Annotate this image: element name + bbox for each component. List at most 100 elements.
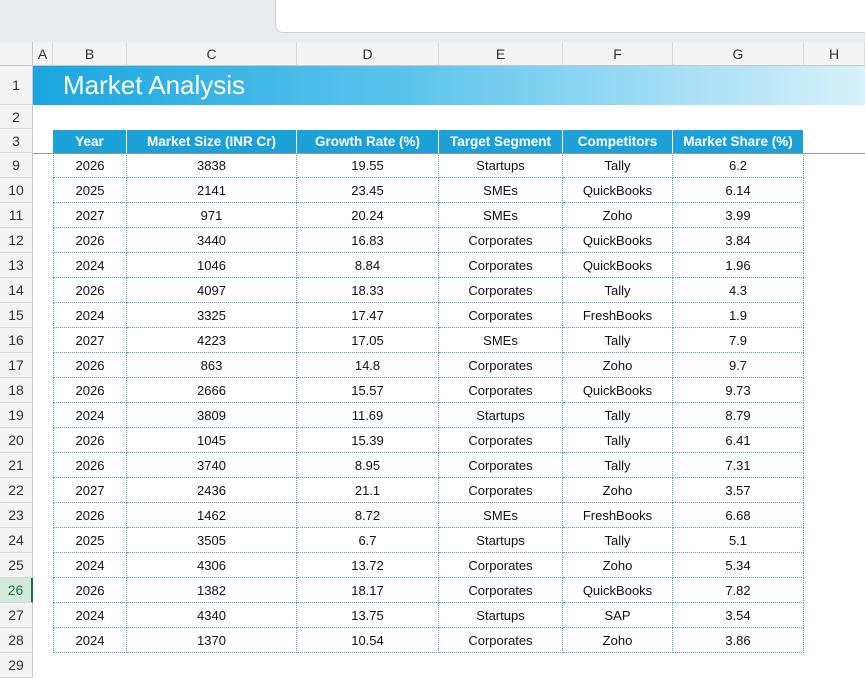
table-cell[interactable]: 7.82: [673, 578, 804, 603]
table-cell[interactable]: Corporates: [439, 378, 563, 403]
table-cell[interactable]: 6.2: [673, 153, 804, 178]
table-cell[interactable]: 3.86: [673, 628, 804, 653]
table-cell[interactable]: Corporates: [439, 228, 563, 253]
table-cell[interactable]: Startups: [439, 153, 563, 178]
table-cell[interactable]: 3505: [127, 528, 297, 553]
table-cell[interactable]: 17.05: [297, 328, 439, 353]
table-cell[interactable]: Zoho: [563, 478, 673, 503]
table-cell[interactable]: Tally: [563, 153, 673, 178]
table-cell[interactable]: 23.45: [297, 178, 439, 203]
table-cell[interactable]: SMEs: [439, 178, 563, 203]
row-header[interactable]: 22: [0, 478, 33, 503]
row-header[interactable]: 26: [0, 578, 33, 603]
table-cell[interactable]: 4306: [127, 553, 297, 578]
table-cell[interactable]: SMEs: [439, 203, 563, 228]
table-cell[interactable]: 2026: [53, 278, 127, 303]
table-cell[interactable]: 2026: [53, 228, 127, 253]
table-cell[interactable]: 7.31: [673, 453, 804, 478]
row-header[interactable]: 17: [0, 353, 33, 378]
table-cell[interactable]: Corporates: [439, 428, 563, 453]
column-header[interactable]: A: [33, 42, 53, 66]
column-header[interactable]: C: [127, 42, 297, 66]
row-header[interactable]: 2: [0, 105, 33, 129]
table-cell[interactable]: FreshBooks: [563, 303, 673, 328]
table-cell[interactable]: 2024: [53, 628, 127, 653]
table-cell[interactable]: 2027: [53, 328, 127, 353]
table-cell[interactable]: 3740: [127, 453, 297, 478]
row-header[interactable]: 29: [0, 653, 33, 678]
table-cell[interactable]: 2141: [127, 178, 297, 203]
table-cell[interactable]: Startups: [439, 528, 563, 553]
table-cell[interactable]: Tally: [563, 403, 673, 428]
table-cell[interactable]: 2024: [53, 403, 127, 428]
table-cell[interactable]: 4340: [127, 603, 297, 628]
table-cell[interactable]: 15.57: [297, 378, 439, 403]
table-cell[interactable]: Tally: [563, 528, 673, 553]
row-header[interactable]: 16: [0, 328, 33, 353]
row-header[interactable]: 10: [0, 178, 33, 203]
table-cell[interactable]: SAP: [563, 603, 673, 628]
table-cell[interactable]: 6.41: [673, 428, 804, 453]
column-header[interactable]: B: [53, 42, 127, 66]
row-header[interactable]: 24: [0, 528, 33, 553]
table-cell[interactable]: 4.3: [673, 278, 804, 303]
table-cell[interactable]: 1370: [127, 628, 297, 653]
row-header[interactable]: 18: [0, 378, 33, 403]
table-cell[interactable]: 15.39: [297, 428, 439, 453]
table-cell[interactable]: 2027: [53, 478, 127, 503]
table-cell[interactable]: 13.72: [297, 553, 439, 578]
table-cell[interactable]: 2025: [53, 178, 127, 203]
table-cell[interactable]: 21.1: [297, 478, 439, 503]
table-cell[interactable]: 3.54: [673, 603, 804, 628]
table-cell[interactable]: Corporates: [439, 303, 563, 328]
table-cell[interactable]: Corporates: [439, 553, 563, 578]
table-cell[interactable]: 3440: [127, 228, 297, 253]
table-cell[interactable]: 4223: [127, 328, 297, 353]
table-cell[interactable]: Zoho: [563, 628, 673, 653]
table-cell[interactable]: 9.7: [673, 353, 804, 378]
table-cell[interactable]: 2436: [127, 478, 297, 503]
table-cell[interactable]: 1462: [127, 503, 297, 528]
table-cell[interactable]: 8.95: [297, 453, 439, 478]
table-cell[interactable]: 2026: [53, 378, 127, 403]
table-cell[interactable]: 19.55: [297, 153, 439, 178]
table-cell[interactable]: 6.14: [673, 178, 804, 203]
table-cell[interactable]: 2025: [53, 528, 127, 553]
table-cell[interactable]: 2026: [53, 578, 127, 603]
row-header[interactable]: 12: [0, 228, 33, 253]
table-cell[interactable]: 5.34: [673, 553, 804, 578]
row-header[interactable]: 23: [0, 503, 33, 528]
table-cell[interactable]: QuickBooks: [563, 253, 673, 278]
table-cell[interactable]: 20.24: [297, 203, 439, 228]
column-header[interactable]: G: [673, 42, 804, 66]
table-cell[interactable]: 17.47: [297, 303, 439, 328]
row-header[interactable]: 25: [0, 553, 33, 578]
select-all[interactable]: [0, 42, 33, 66]
table-cell[interactable]: Corporates: [439, 478, 563, 503]
table-cell[interactable]: Startups: [439, 603, 563, 628]
table-cell[interactable]: 863: [127, 353, 297, 378]
table-cell[interactable]: Tally: [563, 453, 673, 478]
table-cell[interactable]: 1.9: [673, 303, 804, 328]
table-cell[interactable]: 9.73: [673, 378, 804, 403]
row-header[interactable]: 28: [0, 628, 33, 653]
table-cell[interactable]: 8.84: [297, 253, 439, 278]
table-cell[interactable]: Tally: [563, 428, 673, 453]
table-cell[interactable]: SMEs: [439, 503, 563, 528]
table-cell[interactable]: 2026: [53, 353, 127, 378]
row-header[interactable]: 11: [0, 203, 33, 228]
table-cell[interactable]: 2024: [53, 303, 127, 328]
table-cell[interactable]: 2666: [127, 378, 297, 403]
table-cell[interactable]: 1.96: [673, 253, 804, 278]
table-cell[interactable]: 18.17: [297, 578, 439, 603]
table-cell[interactable]: 5.1: [673, 528, 804, 553]
table-cell[interactable]: Corporates: [439, 578, 563, 603]
row-header[interactable]: 1: [0, 66, 33, 105]
row-header[interactable]: 21: [0, 453, 33, 478]
table-cell[interactable]: 3.99: [673, 203, 804, 228]
table-cell[interactable]: Corporates: [439, 278, 563, 303]
table-cell[interactable]: Corporates: [439, 453, 563, 478]
table-cell[interactable]: 1046: [127, 253, 297, 278]
row-header[interactable]: 15: [0, 303, 33, 328]
row-header[interactable]: 27: [0, 603, 33, 628]
